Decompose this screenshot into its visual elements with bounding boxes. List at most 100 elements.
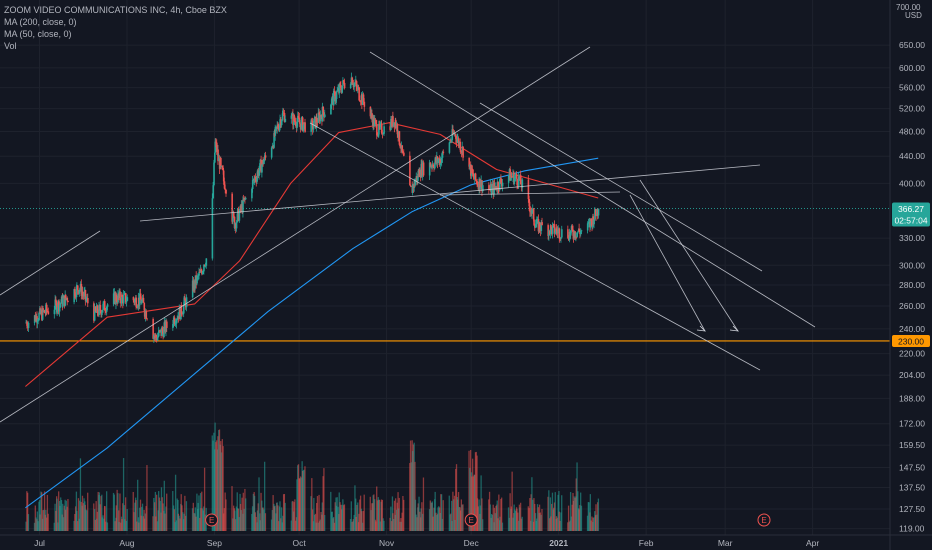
- volume-bar: [331, 511, 334, 531]
- volume-bar: [488, 491, 491, 531]
- candle-body: [528, 199, 531, 207]
- volume-bar: [512, 517, 514, 531]
- volume-bar: [558, 511, 560, 531]
- candle-body: [79, 289, 81, 291]
- volume-bar: [37, 521, 39, 531]
- volume-bar: [590, 520, 592, 531]
- volume-bar: [339, 502, 341, 531]
- volume-bar: [496, 500, 498, 531]
- candle-body: [198, 272, 200, 276]
- y-tick-label: 240.00: [899, 324, 925, 334]
- volume-bar: [60, 500, 63, 531]
- volume-bar: [160, 487, 163, 531]
- volume-bar: [40, 491, 42, 531]
- candle-body: [448, 142, 451, 153]
- time-axis[interactable]: Jul Aug Sep Oct Nov Dec 2021 Feb Mar Apr: [0, 534, 932, 548]
- trendline-drawings[interactable]: [0, 46, 816, 423]
- volume-bar: [533, 498, 535, 531]
- volume-bar: [317, 522, 319, 531]
- volume-bar: [477, 506, 479, 531]
- volume-bar: [159, 500, 161, 531]
- volume-bar: [429, 500, 431, 531]
- candle-body: [26, 325, 29, 328]
- candle-body: [396, 124, 399, 135]
- volume-bar: [105, 521, 107, 531]
- volume-bar: [494, 513, 496, 531]
- volume-bar: [146, 465, 148, 531]
- volume-bar: [143, 518, 146, 531]
- candle-body: [141, 301, 143, 304]
- volume-bar: [122, 503, 124, 531]
- candle-body: [196, 276, 198, 284]
- candle-body: [515, 174, 518, 179]
- candle-body: [324, 114, 326, 118]
- volume-bar: [176, 498, 178, 531]
- volume-bar: [359, 495, 362, 531]
- volume-bar: [507, 507, 510, 531]
- volume-bar: [181, 505, 183, 531]
- volume-bar: [414, 461, 416, 531]
- volume-bar: [26, 492, 29, 531]
- candle-body: [316, 117, 318, 122]
- volume-bar: [372, 495, 374, 531]
- volume-bar: [589, 494, 592, 531]
- candle-body: [293, 115, 296, 121]
- ma50-legend[interactable]: MA (50, close, 0): [4, 29, 72, 39]
- volume-bar: [417, 503, 419, 531]
- volume-bar: [262, 507, 264, 531]
- volume-legend[interactable]: Vol: [4, 41, 17, 51]
- candle-body: [93, 306, 96, 321]
- candle-body: [432, 164, 435, 167]
- volume-bar: [361, 522, 364, 531]
- volume-bar: [474, 474, 476, 531]
- candle-body: [536, 219, 538, 224]
- volume-bar: [420, 508, 422, 531]
- volume-bar: [574, 497, 576, 531]
- volume-bar: [56, 498, 58, 531]
- ma200-legend[interactable]: MA (200, close, 0): [4, 17, 77, 27]
- ma200-line: [25, 157, 599, 509]
- y-tick-label: 220.00: [899, 349, 925, 359]
- symbol-title[interactable]: ZOOM VIDEO COMMUNICATIONS INC, 4h, Cboe …: [4, 5, 227, 15]
- volume-bar: [596, 502, 599, 531]
- volume-bar: [137, 479, 139, 531]
- volume-bar: [316, 496, 319, 531]
- volume-bar: [302, 470, 305, 531]
- trendline: [139, 164, 761, 222]
- candle-body: [56, 308, 59, 313]
- volume-bar: [136, 521, 138, 531]
- volume-bar: [239, 503, 242, 531]
- volume-bar: [115, 505, 117, 531]
- volume-bar: [182, 512, 184, 531]
- volume-bar: [361, 511, 363, 531]
- volume-bar: [124, 497, 127, 531]
- candle-body: [53, 309, 56, 315]
- volume-bar: [254, 512, 257, 531]
- volume-bar: [458, 506, 460, 531]
- candle-body: [254, 176, 257, 180]
- candle-body: [578, 228, 581, 232]
- candle-body: [586, 223, 589, 231]
- volume-bar: [258, 477, 260, 531]
- candle-body: [282, 112, 285, 114]
- volume-bar: [362, 511, 365, 531]
- volume-bar: [588, 502, 590, 531]
- volume-bar: [338, 492, 340, 531]
- volume-bar: [155, 516, 157, 531]
- volume-bar: [390, 521, 393, 531]
- candle-body: [490, 186, 493, 195]
- y-tick-label: 520.00: [899, 104, 925, 114]
- volume-bar: [561, 495, 563, 531]
- candle-body: [161, 328, 164, 331]
- candle-body: [304, 122, 306, 132]
- volume-bar: [257, 503, 259, 531]
- volume-bar: [560, 512, 562, 531]
- volume-bar: [422, 477, 425, 531]
- volume-bar: [318, 494, 320, 531]
- volume-bar: [363, 494, 365, 531]
- candle-body: [317, 112, 320, 123]
- volume-bar: [125, 520, 128, 531]
